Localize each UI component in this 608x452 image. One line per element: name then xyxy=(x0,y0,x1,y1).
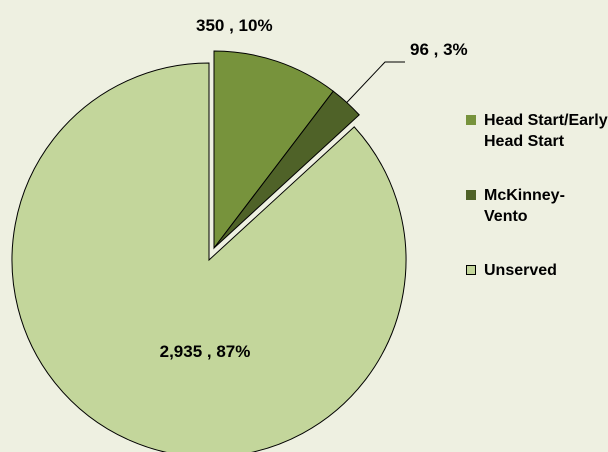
legend-item: McKinney-Vento xyxy=(466,185,608,227)
leader-line xyxy=(346,61,405,103)
pie-slice xyxy=(213,50,334,250)
legend-swatch xyxy=(466,190,476,200)
legend-item: Head Start/Early Head Start xyxy=(466,110,608,152)
data-label: 350 , 10% xyxy=(196,16,273,35)
data-label: 2,935 , 87% xyxy=(159,342,251,361)
legend: Head Start/Early Head Start McKinney-Vent… xyxy=(466,110,608,314)
legend-label: McKinney-Vento xyxy=(484,187,565,225)
legend-swatch xyxy=(466,265,476,275)
pie-slice xyxy=(11,62,407,452)
data-label: 96 , 3% xyxy=(410,40,468,59)
legend-label: Head Start/Early Head Start xyxy=(484,112,608,150)
legend-swatch xyxy=(466,115,476,125)
legend-item: Unserved xyxy=(466,260,608,281)
legend-label: Unserved xyxy=(484,262,557,279)
